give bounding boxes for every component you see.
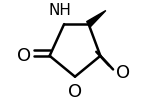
Text: O: O <box>68 83 82 101</box>
Text: NH: NH <box>48 3 71 18</box>
Polygon shape <box>87 11 106 27</box>
Text: O: O <box>116 64 130 82</box>
Text: O: O <box>17 47 32 65</box>
